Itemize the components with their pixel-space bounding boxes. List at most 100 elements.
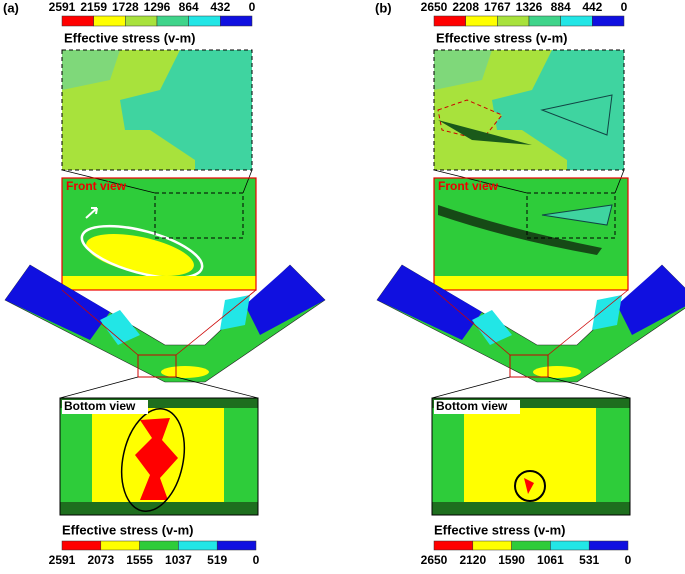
colorbar-tick-label: 0 — [625, 553, 632, 567]
shell — [438, 120, 532, 145]
colorbar-segment — [592, 15, 625, 27]
colorbar-segment — [472, 540, 512, 551]
view-label: Bottom view — [64, 399, 136, 413]
connector — [175, 376, 259, 399]
connector — [61, 169, 156, 194]
stress-region — [100, 310, 140, 345]
stress-region — [135, 418, 178, 500]
stress-region — [245, 265, 325, 335]
colorbar-title: Effective stress (v-m) — [434, 522, 566, 537]
panel: (a) 2591 2159 1728 1296 864 432 0 Effective stre… — [3, 0, 326, 567]
colorbar-tick-label: 531 — [579, 553, 599, 567]
connector — [431, 376, 511, 399]
colorbar-segment — [188, 15, 221, 27]
view-label: Front view — [438, 179, 499, 193]
shell — [438, 205, 602, 255]
colorbar-tick-label: 1037 — [165, 553, 192, 567]
colorbar-tick-label: 1728 — [112, 0, 139, 14]
connector — [61, 289, 139, 356]
panel-label: (a) — [3, 0, 19, 15]
stress-region — [464, 406, 596, 506]
view-label: Bottom view — [436, 399, 508, 413]
colorbar-segment — [139, 540, 179, 551]
colorbar-segment — [178, 540, 218, 551]
connector — [547, 289, 629, 356]
colorbar-tick-label: 519 — [207, 553, 227, 567]
colorbar-tick-label: 1326 — [516, 0, 543, 14]
connector — [242, 169, 253, 194]
stress-region — [472, 310, 512, 345]
detail-box — [137, 354, 177, 378]
stress-region — [533, 366, 581, 378]
colorbar-title: Effective stress (v-m) — [62, 522, 194, 537]
colorbar-segment — [61, 15, 94, 27]
connector — [614, 169, 625, 194]
zoom-box — [61, 49, 253, 171]
colorbar-segment — [511, 540, 551, 551]
colorbar-tick-label: 0 — [621, 0, 628, 14]
colorbar-tick-label: 1296 — [144, 0, 171, 14]
colorbar-tick-label: 1555 — [126, 553, 153, 567]
colorbar-tick-label: 2591 — [49, 0, 76, 14]
stress-region — [5, 265, 110, 340]
colorbar-segment — [433, 540, 474, 551]
inset-box — [154, 192, 244, 239]
shell — [60, 502, 258, 515]
stress-region — [220, 295, 250, 330]
colorbar-tick-label: 884 — [551, 0, 571, 14]
colorbar-segment — [93, 15, 126, 27]
colorbar-tick-label: 2159 — [80, 0, 107, 14]
view-label: Front view — [66, 179, 127, 193]
connector — [547, 376, 631, 399]
colorbar-tick-label: 0 — [249, 0, 256, 14]
colorbar-tick-label: 2650 — [421, 553, 448, 567]
colorbar-title: Effective stress (v-m) — [436, 30, 568, 45]
panel: (b) 2650 2208 1767 1326 884 442 0 Effective stre… — [375, 0, 685, 567]
colorbar-tick-label: 1590 — [498, 553, 525, 567]
colorbar-tick-label: 2650 — [421, 0, 448, 14]
colorbar-segment — [588, 540, 629, 551]
detail-box — [509, 354, 549, 378]
colorbar-tick-label: 2120 — [459, 553, 486, 567]
front-box — [433, 177, 629, 291]
colorbar-segment — [550, 540, 590, 551]
colorbar-segment — [560, 15, 593, 27]
colorbar-segment — [433, 15, 466, 27]
colorbar-segment — [125, 15, 158, 27]
colorbar-title: Effective stress (v-m) — [64, 30, 196, 45]
shell — [541, 204, 613, 226]
stress-region — [62, 50, 120, 90]
connector — [175, 289, 257, 356]
highlight-circle — [514, 470, 546, 502]
stress-region — [377, 265, 482, 340]
stress-region — [617, 265, 685, 335]
shell — [60, 398, 258, 408]
colorbar-segment — [216, 540, 257, 551]
shell — [540, 94, 613, 136]
label-bg — [434, 400, 520, 414]
stress-region — [434, 50, 492, 90]
stress-region — [161, 366, 209, 378]
colorbar-segment — [528, 15, 561, 27]
colorbar-tick-label: 0 — [253, 553, 260, 567]
colorbar-segment — [100, 540, 140, 551]
bottom-box — [59, 397, 259, 516]
highlight-ellipse — [120, 408, 186, 512]
shell — [432, 398, 630, 408]
stress-region — [437, 99, 503, 141]
colorbar-segment — [220, 15, 253, 27]
inset-box — [526, 192, 616, 239]
bottom-box — [431, 397, 631, 516]
colorbar-segment — [61, 540, 102, 551]
colorbar-tick-label: 1061 — [537, 553, 564, 567]
colorbar-tick-label: 1767 — [484, 0, 511, 14]
colorbar-tick-label: 864 — [179, 0, 199, 14]
highlight-ellipse — [80, 224, 204, 280]
shell — [432, 502, 630, 515]
stress-band — [434, 276, 628, 290]
zoom-box — [433, 49, 625, 171]
stress-region — [524, 478, 534, 494]
label-bg — [62, 400, 148, 414]
stress-band — [62, 276, 256, 290]
